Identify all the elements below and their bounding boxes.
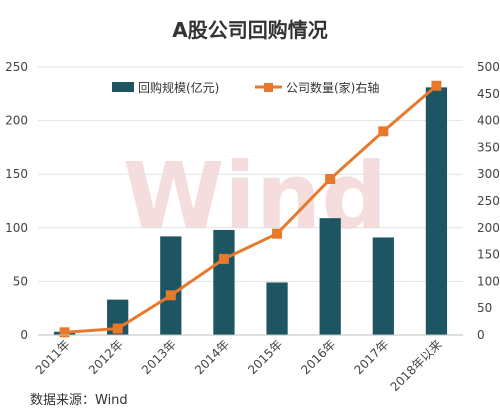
line-point [431,80,442,91]
line-point [112,323,123,334]
y-right-tick-label: 500 [477,60,500,74]
source-note: 数据来源：Wind [30,393,128,408]
y-right-tick-label: 450 [477,87,500,101]
legend-line-marker [264,83,273,92]
x-tick-label: 2017年 [351,337,391,377]
y-right-tick-label: 50 [477,301,492,315]
y-left-tick-label: 0 [20,328,28,342]
bar [160,236,182,335]
y-right-tick-label: 150 [477,248,500,262]
bar [319,218,341,335]
line-point [59,327,70,338]
y-right-tick-label: 200 [477,221,500,235]
x-tick-label: 2015年 [245,337,285,377]
legend-line-label: 公司数量(家)右轴 [286,80,379,95]
bar [372,237,394,335]
x-tick-label: 2016年 [298,337,338,377]
x-tick-label: 2011年 [33,337,73,377]
y-left-tick-label: 100 [5,221,28,235]
bar [266,282,288,335]
legend-bar-label: 回购规模(亿元) [138,80,219,95]
wind-watermark: Wind [123,143,387,250]
bar [425,87,448,335]
y-right-tick-label: 350 [477,140,500,154]
y-right-tick-label: 0 [477,328,485,342]
y-left-tick-label: 150 [5,167,28,181]
y-left-tick-label: 200 [5,114,28,128]
line-series [59,80,442,338]
bar [213,229,235,335]
chart-title: A股公司回购情况 [172,18,327,42]
x-tick-label: 2012年 [86,337,126,377]
y-left-tick-label: 50 [13,274,28,288]
line-point [378,126,389,137]
y-right-tick-label: 250 [477,194,500,208]
x-tick-label: 2014年 [192,337,232,377]
y-right-tick-label: 400 [477,114,500,128]
line-point [218,253,229,264]
legend-bar-swatch [112,82,134,92]
x-tick-label: 2013年 [139,337,179,377]
y-left-tick-label: 250 [5,60,28,74]
line-point [272,228,283,239]
line-path [64,84,438,334]
bar-series [53,87,448,335]
x-tick-label: 2018年以来 [388,337,445,394]
line-point [165,290,176,301]
line-point [325,174,336,185]
legend: 回购规模(亿元) 公司数量(家)右轴 [112,80,379,95]
y-right-tick-label: 300 [477,167,500,181]
y-right-tick-label: 100 [477,274,500,288]
